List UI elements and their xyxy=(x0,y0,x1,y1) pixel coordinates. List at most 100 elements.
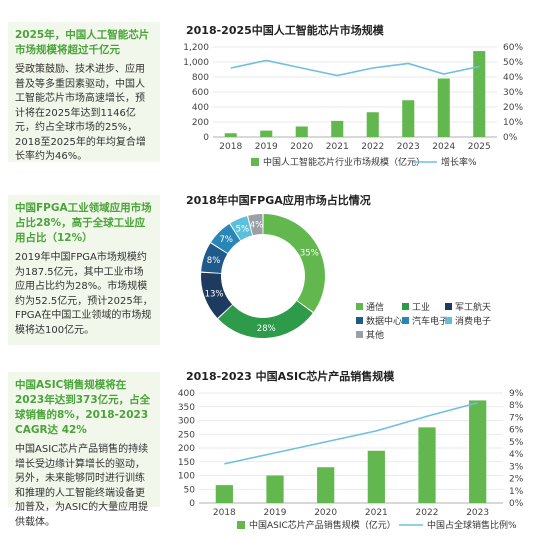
bar-2020 xyxy=(295,126,308,137)
y2-tick-label: 10% xyxy=(503,118,523,128)
card-headline: 中国ASIC销售规模将在2023年达到373亿元，占全球销售的8%，2018-2… xyxy=(15,379,151,436)
bar-2019 xyxy=(266,475,284,503)
x-tick-label: 2024 xyxy=(432,142,455,152)
legend-swatch-2 xyxy=(445,303,452,310)
donut-label: 8% xyxy=(207,256,221,266)
chart2-title: 2018年中国FPGA应用市场占比情况 xyxy=(186,194,371,207)
y2-tick-label: 4% xyxy=(509,450,524,460)
y2-tick-label: 60% xyxy=(503,43,523,53)
y-tick-label: 200 xyxy=(192,118,209,128)
x-tick-label: 2018 xyxy=(213,508,236,518)
donut-slice-5 xyxy=(230,216,253,241)
x-tick-label: 2025 xyxy=(468,142,491,152)
y-tick-label: 200 xyxy=(178,444,195,454)
y2-tick-label: 7% xyxy=(509,413,524,423)
growth-line xyxy=(230,59,480,77)
card-body: 中国ASIC芯片产品销售的持续增长受边缘计算增长的驱动，另外，未来能够同时进行训… xyxy=(15,444,149,528)
y-tick-label: 1,000 xyxy=(183,58,209,68)
y2-tick-label: 40% xyxy=(503,73,523,83)
y2-tick-label: 2% xyxy=(509,475,524,485)
legend-bar-swatch xyxy=(237,521,245,529)
bar-2019 xyxy=(260,130,273,137)
bar-2021 xyxy=(331,120,344,137)
legend-swatch-0 xyxy=(356,303,363,310)
y2-tick-label: 5% xyxy=(509,438,524,448)
x-tick-label: 2020 xyxy=(290,142,313,152)
bar-2023 xyxy=(402,100,415,137)
donut-label: 28% xyxy=(257,324,276,334)
legend-swatch-6 xyxy=(356,331,363,338)
y-tick-label: 0 xyxy=(203,133,209,143)
y-tick-label: 350 xyxy=(178,403,195,413)
legend-label-6: 其他 xyxy=(366,329,384,341)
donut-label: 7% xyxy=(219,235,233,245)
legend-swatch-4 xyxy=(402,317,409,324)
y2-tick-label: 3% xyxy=(509,462,524,472)
legend-label-2: 军工航天 xyxy=(455,301,491,313)
y-tick-label: 0 xyxy=(189,499,195,509)
y-tick-label: 50 xyxy=(184,485,196,495)
x-tick-label: 2022 xyxy=(416,508,439,518)
info-card-fpga: 中国FPGA工业领域应用市场占比28%，高于全球工业应用占比（12%） 2019… xyxy=(8,195,160,345)
y2-tick-label: 8% xyxy=(509,401,524,411)
legend-bar-swatch xyxy=(251,158,259,166)
donut-label: 13% xyxy=(205,290,224,300)
bar-2022 xyxy=(366,112,379,137)
legend-swatch-5 xyxy=(445,317,452,324)
donut-label: 5% xyxy=(236,224,250,234)
donut-slice-3 xyxy=(201,243,228,273)
card-body: 受政策鼓励、技术进步、应用普及等多重因素驱动，中国人工智能芯片市场高速增长，预计… xyxy=(15,64,146,162)
bar-2023 xyxy=(469,400,487,503)
y2-tick-label: 20% xyxy=(503,103,523,113)
y2-tick-label: 0% xyxy=(509,499,524,509)
y2-tick-label: 30% xyxy=(503,88,523,98)
donut-label: 35% xyxy=(300,248,319,258)
legend-label-5: 消费电子 xyxy=(455,315,491,327)
legend-label-3: 数据中心 xyxy=(366,315,402,327)
x-tick-label: 2022 xyxy=(361,142,384,152)
donut-slice-1 xyxy=(218,301,313,338)
x-tick-label: 2023 xyxy=(397,142,420,152)
x-tick-label: 2021 xyxy=(326,142,349,152)
legend-swatch-1 xyxy=(402,303,409,310)
legend-label-0: 通信 xyxy=(366,301,384,313)
y2-tick-label: 6% xyxy=(509,426,524,436)
growth-line xyxy=(224,402,478,465)
x-tick-label: 2023 xyxy=(466,508,489,518)
card-body: 2019年中国FPGA市场规模约为187.5亿元，其中工业市场应用占比约为28%… xyxy=(15,252,153,336)
y-tick-label: 1,200 xyxy=(183,43,209,53)
info-card-ai-chip: 2025年，中国人工智能芯片市场规模将超过千亿元 受政策鼓励、技术进步、应用普及… xyxy=(8,22,160,162)
bar-2018 xyxy=(224,133,237,137)
legend-label-4: 汽车电子 xyxy=(412,315,448,327)
y-tick-label: 800 xyxy=(192,73,209,83)
y2-tick-label: 1% xyxy=(509,487,524,497)
legend-bar-label: 中国人工智能芯片行业市场规模（亿元） xyxy=(263,156,425,168)
legend-swatch-3 xyxy=(356,317,363,324)
y2-tick-label: 50% xyxy=(503,58,523,68)
x-tick-label: 2019 xyxy=(255,142,278,152)
chart3-title: 2018-2023 中国ASIC芯片产品销售规模 xyxy=(186,370,395,383)
y-tick-label: 100 xyxy=(178,472,195,482)
donut-slice-0 xyxy=(263,214,325,312)
chart1-title: 2018-2025中国人工智能芯片市场规模 xyxy=(186,24,384,37)
donut-label: 4% xyxy=(250,220,264,230)
info-card-asic: 中国ASIC销售规模将在2023年达到373亿元，占全球销售的8%，2018-2… xyxy=(8,372,160,528)
y2-tick-label: 9% xyxy=(509,389,524,399)
legend-label-1: 工业 xyxy=(412,302,430,313)
x-tick-label: 2019 xyxy=(264,508,287,518)
legend-bar-label: 中国ASIC芯片产品销售规模（亿元） xyxy=(249,519,396,531)
bar-2021 xyxy=(367,450,385,503)
bar-2024 xyxy=(437,78,450,137)
y-tick-label: 250 xyxy=(178,430,195,440)
x-tick-label: 2021 xyxy=(365,508,388,518)
bar-2020 xyxy=(317,467,335,503)
donut-slice-4 xyxy=(210,223,241,254)
legend-line-label: 增长率% xyxy=(441,156,477,168)
donut-slice-6 xyxy=(248,214,263,236)
bar-2022 xyxy=(418,427,436,503)
y-tick-label: 400 xyxy=(192,103,209,113)
x-tick-label: 2018 xyxy=(219,142,242,152)
bar-2018 xyxy=(215,485,233,503)
legend-line-label: 中国占全球销售比例% xyxy=(427,519,517,531)
